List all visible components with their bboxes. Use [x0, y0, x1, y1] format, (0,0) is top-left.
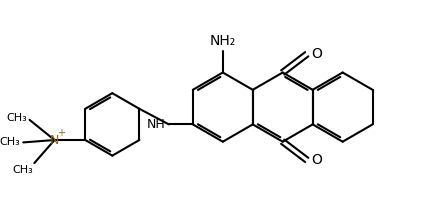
Text: CH₃: CH₃ — [13, 165, 33, 175]
Text: NH₂: NH₂ — [210, 34, 236, 48]
Text: NH: NH — [147, 118, 165, 131]
Text: O: O — [311, 47, 322, 61]
Text: N: N — [50, 134, 59, 147]
Text: CH₃: CH₃ — [0, 137, 20, 147]
Text: +: + — [57, 128, 65, 138]
Text: CH₃: CH₃ — [7, 113, 28, 123]
Text: O: O — [311, 153, 322, 167]
